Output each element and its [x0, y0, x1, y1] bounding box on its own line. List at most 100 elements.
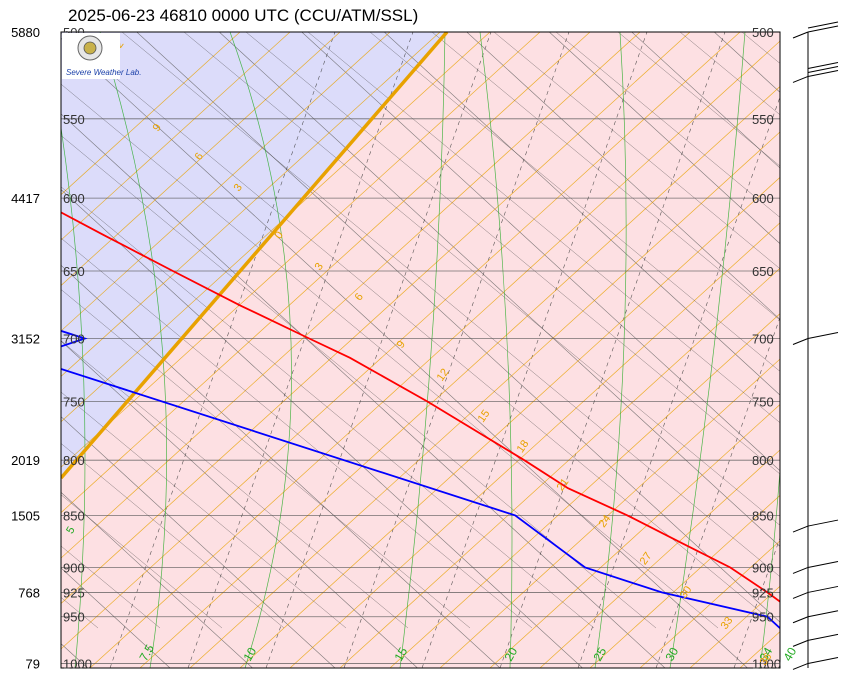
wind-barb-flag — [807, 610, 839, 618]
dry-adiabat-line — [61, 186, 595, 629]
pressure-label-right: 850 — [752, 508, 774, 523]
dry-adiabat-line — [61, 443, 285, 629]
mixing-ratio-line — [187, 32, 414, 668]
mixing-ratio-label: 18 — [515, 438, 532, 455]
isotherm-label: 20 — [501, 645, 520, 664]
isotherm-line — [61, 491, 253, 668]
mixing-ratio-line — [499, 32, 726, 668]
height-label: 79 — [26, 656, 40, 671]
orange-line — [389, 313, 780, 668]
chart-title: 2025-06-23 46810 0000 UTC (CCU/ATM/SSL) — [68, 6, 419, 25]
orange-line — [61, 32, 641, 559]
orange-line — [61, 32, 491, 423]
isotherm-line — [61, 37, 748, 668]
moist-adiabat-line — [229, 32, 292, 668]
mixing-ratio-label: 6 — [193, 151, 206, 163]
mixing-ratio-label: 24 — [597, 513, 614, 530]
mixing-ratio-line — [343, 32, 570, 668]
height-label: 4417 — [11, 191, 40, 206]
orange-line — [790, 32, 850, 668]
height-label: 5880 — [11, 25, 40, 40]
isotherm-line — [301, 32, 780, 472]
pressure-label-right: 1000 — [752, 656, 781, 671]
isotherm-line — [797, 32, 850, 668]
isotherm-line — [61, 189, 583, 668]
orange-line — [61, 32, 541, 468]
wind-barb-shaft — [792, 338, 809, 345]
logo-text: Severe Weather Lab. — [66, 68, 141, 77]
orange-line — [89, 40, 780, 668]
moist-adiabat-line — [479, 32, 513, 668]
orange-line — [840, 32, 850, 668]
pressure-label-left: 900 — [63, 560, 85, 575]
wind-barb-shaft — [792, 662, 809, 670]
dry-adiabat-line — [61, 32, 780, 629]
wind-barb-flag — [807, 332, 839, 340]
pressure-label-left: 1000 — [63, 656, 92, 671]
isotherm-line — [61, 340, 418, 668]
orange-line — [439, 358, 780, 668]
pressure-label-right: 550 — [752, 112, 774, 127]
wind-barb-shaft — [792, 567, 809, 574]
isotherm-label: 10 — [240, 645, 259, 664]
orange-line — [189, 131, 780, 668]
mixing-ratio-label: 3 — [313, 261, 326, 273]
dry-adiabat-line — [0, 32, 36, 628]
wind-barb-flag — [807, 61, 839, 69]
isotherm-line — [549, 32, 780, 245]
wind-barb-shaft — [792, 591, 809, 599]
wind-barb-flag — [807, 69, 839, 77]
height-label: 768 — [18, 585, 40, 600]
mixing-ratio-line — [109, 32, 336, 668]
dry-adiabat-line — [61, 289, 471, 629]
wind-barb-shaft — [792, 616, 809, 624]
pressure-label-right: 750 — [752, 394, 774, 409]
pressure-label-left: 700 — [63, 332, 85, 347]
pressure-label-right: 900 — [752, 560, 774, 575]
plot-grid — [0, 32, 850, 668]
wind-barb-flag — [807, 519, 839, 527]
isotherm-line — [136, 32, 780, 623]
wind-barb-flag — [807, 656, 839, 664]
pressure-label-left: 950 — [63, 610, 85, 625]
orange-line — [289, 222, 780, 668]
dry-adiabat-line — [61, 340, 409, 629]
mixing-ratio-label: 9 — [151, 122, 164, 134]
wind-barb-flag — [807, 560, 839, 568]
mixing-ratio-label: 9 — [395, 339, 408, 351]
mixing-ratio-label: 27 — [638, 550, 655, 567]
orange-line — [61, 32, 341, 286]
plot-frame — [60, 31, 781, 669]
plot-border — [60, 31, 781, 669]
isotherm-label: 34 — [756, 645, 775, 664]
plot-background — [61, 32, 780, 668]
wind-barb-shaft — [792, 75, 809, 83]
orange-line — [61, 32, 391, 332]
moist-adiabat-line — [594, 32, 627, 668]
isotherm-line — [384, 32, 780, 396]
isotherm-line — [61, 264, 501, 668]
dry-adiabat-line — [493, 32, 780, 270]
orange-line — [61, 32, 241, 196]
plot-profiles — [61, 211, 780, 630]
stability-divider — [61, 32, 449, 480]
dry-adiabat-line — [183, 32, 780, 526]
dry-adiabat-line — [121, 32, 780, 578]
mixing-ratio-label: 33 — [719, 615, 736, 632]
moist-adiabat-line — [399, 32, 446, 668]
wind-barb-shaft — [792, 31, 809, 39]
height-label: 3152 — [11, 332, 40, 347]
dry-adiabat-line — [307, 32, 780, 424]
pressure-label-right: 950 — [752, 610, 774, 625]
wind-barb-panel — [792, 21, 839, 670]
moist-adiabat-label: 5 — [64, 525, 77, 536]
dry-adiabat-line — [555, 32, 780, 218]
logo: Severe Weather Lab. — [62, 33, 141, 79]
wind-barb-flag — [807, 585, 839, 593]
mixing-ratio-label: 21 — [555, 476, 572, 493]
dry-adiabat-line — [431, 32, 780, 321]
orange-line — [61, 32, 691, 604]
wind-barb-flag — [807, 21, 839, 29]
